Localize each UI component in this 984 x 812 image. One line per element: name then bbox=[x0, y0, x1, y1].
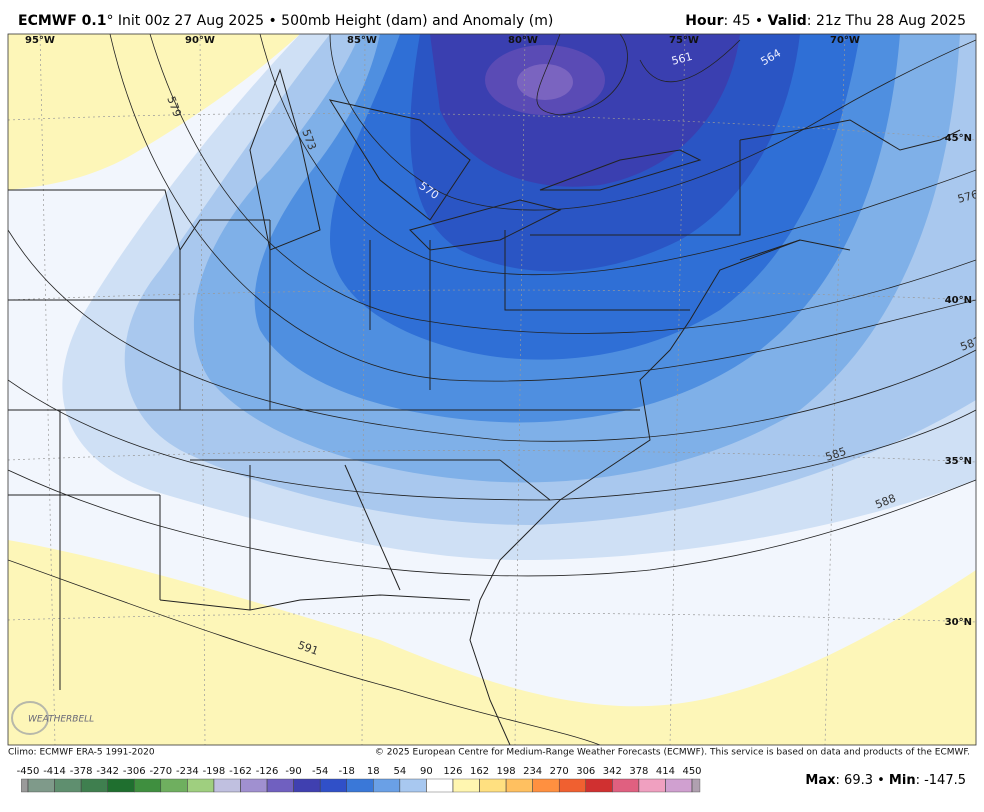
subtitle: ° Init 00z 27 Aug 2025 • 500mb Height (d… bbox=[106, 13, 553, 29]
latitude-label: 40°N bbox=[945, 295, 972, 306]
colorbar-tick-label: 378 bbox=[629, 766, 648, 777]
longitude-label: 90°W bbox=[185, 35, 215, 46]
color-swatch bbox=[27, 778, 55, 793]
color-swatch bbox=[426, 778, 454, 793]
colorbar-tick-label: 18 bbox=[367, 766, 380, 777]
contour-label: 582 bbox=[959, 334, 983, 353]
color-swatch bbox=[187, 778, 215, 793]
colorbar-tick-label: -270 bbox=[149, 766, 172, 777]
color-swatch bbox=[479, 778, 507, 793]
color-swatch bbox=[80, 778, 108, 793]
color-swatch bbox=[505, 778, 533, 793]
colorbar-tick-label: 234 bbox=[523, 766, 542, 777]
colorbar: -450 -414 -378 -342 -306 -270 -234 -198 -162 -126… bbox=[17, 766, 702, 793]
max-label: Max bbox=[805, 773, 836, 788]
longitude-label: 85°W bbox=[347, 35, 377, 46]
longitude-label: 70°W bbox=[830, 35, 860, 46]
longitude-label: 75°W bbox=[669, 35, 699, 46]
color-swatch bbox=[346, 778, 374, 793]
colorbar-tick-label: 54 bbox=[393, 766, 406, 777]
colorbar-tick-label: -414 bbox=[43, 766, 66, 777]
colorbar-tick-label: -378 bbox=[70, 766, 93, 777]
colorbar-tick-label: -126 bbox=[256, 766, 279, 777]
latitude-label: 45°N bbox=[945, 133, 972, 144]
color-swatch bbox=[638, 778, 666, 793]
color-swatch bbox=[240, 778, 268, 793]
color-swatch bbox=[532, 778, 560, 793]
min-value: : -147.5 bbox=[916, 773, 966, 788]
color-swatch bbox=[160, 778, 188, 793]
climo-note: Climo: ECMWF ERA-5 1991-2020 bbox=[8, 748, 155, 758]
colorbar-tick-label: 126 bbox=[443, 766, 462, 777]
latitude-label: 35°N bbox=[945, 456, 972, 467]
valid-value: : 21z Thu 28 Aug 2025 bbox=[807, 13, 966, 29]
map: 561 564 570 573 576 579 582 585 588 591 … bbox=[8, 34, 983, 745]
color-swatch bbox=[399, 778, 427, 793]
colorbar-tick-label: 90 bbox=[420, 766, 433, 777]
colorbar-tick-label: 270 bbox=[550, 766, 569, 777]
colorbar-tick-label: 414 bbox=[656, 766, 675, 777]
colorbar-tick-label: -54 bbox=[312, 766, 328, 777]
color-swatch bbox=[585, 778, 613, 793]
color-swatch bbox=[665, 778, 693, 793]
color-swatch bbox=[373, 778, 401, 793]
colorbar-tick-label: -18 bbox=[339, 766, 355, 777]
color-swatch bbox=[293, 778, 321, 793]
colorbar-tick-label: -90 bbox=[285, 766, 301, 777]
colorbar-tick-label: 198 bbox=[497, 766, 516, 777]
colorbar-tick-label: -342 bbox=[96, 766, 119, 777]
longitude-label: 80°W bbox=[508, 35, 538, 46]
max-value: : 69.3 • bbox=[836, 773, 889, 788]
color-swatch bbox=[107, 778, 135, 793]
color-swatch bbox=[612, 778, 640, 793]
hour-value: : 45 • bbox=[724, 13, 768, 29]
longitude-label: 95°W bbox=[25, 35, 55, 46]
color-swatch bbox=[134, 778, 162, 793]
color-swatch bbox=[559, 778, 586, 793]
title: ECMWF 0.1° Init 00z 27 Aug 2025 • 500mb … bbox=[18, 13, 553, 29]
stats: Max: 69.3 • Min: -147.5 bbox=[805, 773, 966, 788]
colorbar-tick-label: -162 bbox=[229, 766, 252, 777]
colorbar-tick-label: -234 bbox=[176, 766, 199, 777]
color-swatch bbox=[54, 778, 82, 793]
color-swatch bbox=[213, 778, 241, 793]
color-swatch bbox=[21, 778, 29, 793]
colorbar-tick-label: 342 bbox=[603, 766, 622, 777]
color-swatch bbox=[691, 778, 701, 793]
contour-label: 561 bbox=[670, 50, 694, 68]
hour-label: Hour bbox=[685, 13, 723, 29]
contour-label: 585 bbox=[824, 445, 848, 464]
contour-label: 576 bbox=[956, 188, 980, 206]
colorbar-tick-label: -198 bbox=[203, 766, 226, 777]
valid-label: Valid bbox=[768, 13, 807, 29]
latitude-label: 30°N bbox=[945, 617, 972, 628]
model: ECMWF 0.1 bbox=[18, 13, 106, 29]
color-swatch bbox=[319, 778, 347, 793]
colorbar-tick-label: 162 bbox=[470, 766, 489, 777]
colorbar-tick-label: -450 bbox=[17, 766, 40, 777]
credit: © 2025 European Centre for Medium-Range … bbox=[375, 748, 970, 758]
watermark: WEATHERBELL bbox=[28, 715, 94, 725]
min-label: Min bbox=[889, 773, 916, 788]
colorbar-tick-label: -306 bbox=[123, 766, 146, 777]
colorbar-tick-label: 306 bbox=[576, 766, 595, 777]
colorbar-tick-label: 450 bbox=[682, 766, 701, 777]
valid-time: Hour: 45 • Valid: 21z Thu 28 Aug 2025 bbox=[685, 13, 966, 29]
color-swatch bbox=[266, 778, 294, 793]
color-swatch bbox=[452, 778, 480, 793]
